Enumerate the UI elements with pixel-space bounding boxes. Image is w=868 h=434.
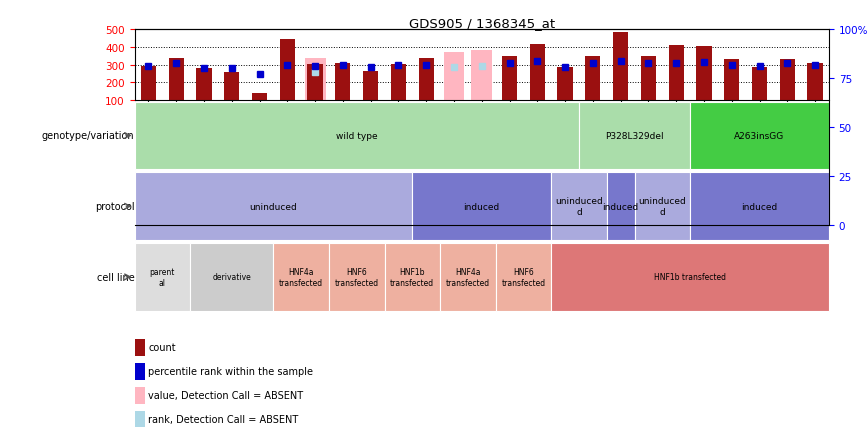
Bar (579, 102, 690, 170)
Text: HNF4a
transfected: HNF4a transfected (279, 267, 323, 287)
Text: uninduced: uninduced (249, 202, 298, 211)
Bar (502, 105, 517, 226)
Bar (252, 205, 267, 226)
Bar (135, 173, 412, 240)
Bar (196, 138, 212, 226)
Bar (607, 173, 635, 240)
Bar (279, 56, 295, 226)
Bar (273, 243, 329, 311)
Text: uninduced
d: uninduced d (555, 197, 603, 217)
Bar (613, 37, 628, 226)
Bar (190, 243, 273, 311)
Text: HNF6
transfected: HNF6 transfected (502, 267, 545, 287)
Bar (444, 94, 464, 226)
Text: HNF6
transfected: HNF6 transfected (335, 267, 378, 287)
Bar (779, 112, 795, 226)
Bar (690, 173, 829, 240)
Bar (696, 76, 712, 226)
Text: induced: induced (741, 202, 778, 211)
Bar (391, 127, 406, 226)
Bar (385, 243, 440, 311)
Bar (135, 102, 579, 170)
Text: induced: induced (602, 202, 639, 211)
Text: genotype/variation: genotype/variation (42, 131, 135, 141)
Text: cell line: cell line (97, 272, 135, 282)
Bar (135, 243, 190, 311)
Text: parent
al: parent al (149, 267, 175, 287)
Bar (168, 108, 184, 226)
Text: protocol: protocol (95, 202, 135, 212)
Bar (329, 243, 385, 311)
Text: P328L329del: P328L329del (605, 132, 664, 141)
Text: rank, Detection Call = ABSENT: rank, Detection Call = ABSENT (148, 414, 299, 424)
Text: wild type: wild type (336, 132, 378, 141)
Text: value, Detection Call = ABSENT: value, Detection Call = ABSENT (148, 391, 304, 400)
Bar (471, 86, 492, 226)
Bar (752, 133, 767, 226)
Bar (557, 135, 573, 226)
Text: A263insGG: A263insGG (734, 132, 785, 141)
Bar (418, 108, 434, 226)
Text: HNF1b transfected: HNF1b transfected (654, 273, 726, 282)
Text: induced: induced (464, 202, 500, 211)
Bar (335, 122, 351, 226)
Bar (641, 104, 656, 226)
Title: GDS905 / 1368345_at: GDS905 / 1368345_at (409, 17, 555, 30)
Text: uninduced
d: uninduced d (638, 197, 687, 217)
Bar (440, 243, 496, 311)
Bar (496, 243, 551, 311)
Text: HNF4a
transfected: HNF4a transfected (446, 267, 490, 287)
Bar (529, 69, 545, 226)
Bar (412, 173, 551, 240)
Text: percentile rank within the sample: percentile rank within the sample (148, 367, 313, 376)
Bar (224, 148, 240, 226)
Bar (807, 123, 823, 226)
Bar (635, 173, 690, 240)
Text: HNF1b
transfected: HNF1b transfected (391, 267, 434, 287)
Bar (551, 173, 607, 240)
Bar (724, 113, 740, 226)
Bar (363, 145, 378, 226)
Text: count: count (148, 343, 176, 352)
Text: derivative: derivative (213, 273, 251, 282)
Bar (141, 131, 156, 226)
Bar (307, 125, 323, 226)
Bar (690, 102, 829, 170)
Bar (305, 109, 326, 226)
Bar (585, 103, 601, 226)
Bar (668, 74, 684, 226)
Bar (551, 243, 829, 311)
